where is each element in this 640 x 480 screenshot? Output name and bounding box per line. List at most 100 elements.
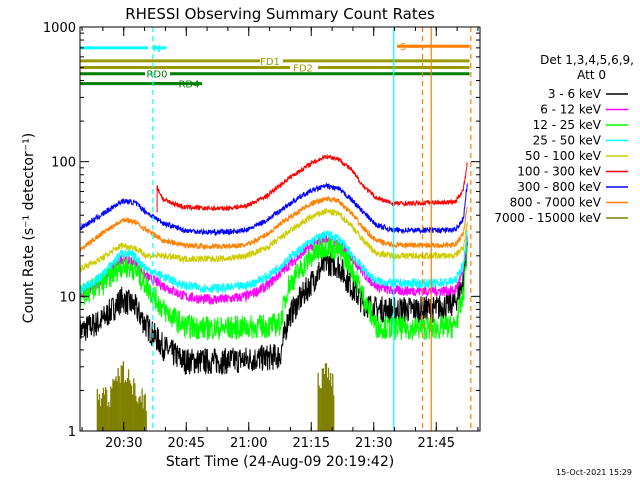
legend-label: 25 - 50 keV: [533, 134, 602, 148]
bar-7000-15000-kev: [144, 393, 146, 431]
annotation-label: FD2: [293, 64, 313, 75]
bar-7000-15000-kev: [138, 397, 140, 431]
bar-7000-15000-kev: [115, 376, 117, 431]
bar-7000-15000-kev: [129, 380, 131, 431]
legend-label: 6 - 12 keV: [540, 103, 602, 117]
series-100-300-kev-line: [156, 154, 468, 213]
bar-7000-15000-kev: [135, 396, 137, 431]
bar-7000-15000-kev: [145, 411, 147, 431]
annotation-label: N: [153, 44, 160, 55]
annotation-label: S: [400, 42, 406, 53]
bar-7000-15000-kev: [108, 402, 110, 431]
bar-7000-15000-kev: [122, 361, 124, 431]
bar-7000-15000-kev: [143, 395, 145, 431]
bar-7000-15000-kev: [105, 387, 107, 431]
bar-7000-15000-kev: [127, 369, 130, 431]
legend-item-12-25-kev: 12 - 25 keV: [533, 118, 628, 132]
x-tick-label: 21:15: [293, 436, 330, 451]
bar-7000-15000-kev: [123, 382, 126, 431]
legend-item-25-50-kev: 25 - 50 keV: [533, 134, 628, 148]
series-25-50-kev-line: [79, 229, 468, 296]
x-tick-label: 20:30: [105, 436, 142, 451]
bar-7000-15000-kev: [329, 380, 331, 431]
bar-7000-15000-kev: [326, 377, 329, 431]
y-axis-label: Count Rate (s⁻¹ detector⁻¹): [21, 133, 37, 323]
bar-7000-15000-kev: [133, 378, 135, 431]
bar-7000-15000-kev: [330, 372, 332, 431]
legend-label: 100 - 300 keV: [517, 165, 601, 179]
axes: 1 10 100 1000 20:30 20:45 21:00 21:15 21:30 21:45: [43, 21, 481, 451]
bar-7000-15000-kev: [318, 385, 320, 431]
bar-7000-15000-kev: [139, 395, 141, 431]
bar-7000-15000-kev: [118, 376, 120, 431]
x-axis-label: Start Time (24-Aug-09 20:19:42): [166, 454, 394, 470]
bar-7000-15000-kev: [97, 399, 99, 431]
bar-7000-15000-kev: [113, 381, 115, 431]
bar-7000-15000-kev: [124, 380, 127, 431]
legend-header-line-2: Att 0: [577, 68, 606, 82]
bar-7000-15000-kev: [322, 368, 324, 431]
bar-7000-15000-kev: [130, 383, 132, 431]
bar-7000-15000-kev: [107, 406, 109, 431]
bar-7000-15000-kev: [332, 373, 334, 431]
legend-item-800-7000-kev: 800 - 7000 keV: [510, 196, 628, 210]
bar-7000-15000-kev: [333, 395, 335, 431]
annotation-label: RD0: [146, 70, 167, 81]
bar-7000-15000-kev: [131, 385, 133, 431]
y-tick-label: 10: [59, 290, 76, 305]
chart-title: RHESSI Observing Summary Count Rates: [125, 5, 435, 23]
legend-item-7000-15000-kev: 7000 - 15000 keV: [494, 211, 628, 225]
bar-7000-15000-kev: [325, 363, 328, 431]
bar-7000-15000-kev: [319, 388, 321, 431]
bar-7000-15000-kev: [321, 368, 323, 431]
annotation-label: FD1: [260, 57, 280, 68]
x-tick-label: 20:45: [168, 436, 205, 451]
series-3-6-kev-line: [79, 236, 468, 375]
bar-7000-15000-kev: [106, 389, 108, 431]
bar-7000-15000-kev: [100, 398, 103, 431]
bar-7000-15000-kev: [137, 403, 139, 431]
bar-7000-15000-kev: [109, 406, 111, 431]
series-800-7000-kev-line: [79, 195, 468, 253]
bar-7000-15000-kev: [136, 401, 138, 431]
legend-item-6-12-kev: 6 - 12 keV: [540, 103, 628, 117]
bar-7000-15000-kev: [134, 383, 136, 431]
x-tick-label: 21:45: [418, 436, 455, 451]
timestamp: 15-Oct-2021 15:29: [556, 468, 632, 477]
legend-item-50-100-kev: 50 - 100 keV: [525, 149, 628, 163]
bar-7000-15000-kev: [331, 386, 333, 431]
bar-7000-15000-kev: [125, 382, 128, 431]
bar-7000-15000-kev: [119, 382, 121, 431]
bar-7000-15000-kev: [142, 408, 144, 431]
bar-7000-15000-kev: [327, 367, 330, 431]
legend-item-100-300-kev: 100 - 300 keV: [517, 165, 628, 179]
bar-7000-15000-kev: [101, 392, 104, 431]
legend-label: 7000 - 15000 keV: [494, 211, 601, 225]
bar-7000-15000-kev: [132, 394, 134, 431]
legend-header-line-1: Det 1,3,4,5,6,9,: [540, 53, 634, 67]
bar-7000-15000-kev: [114, 379, 116, 431]
legend-label: 3 - 6 keV: [548, 87, 602, 101]
x-tick-label: 21:30: [355, 436, 392, 451]
x-tick-label: 21:00: [230, 436, 267, 451]
bar-7000-15000-kev: [96, 388, 98, 431]
annotation-fd1: FD1: [80, 57, 470, 68]
bar-7000-15000-kev: [98, 394, 101, 431]
bar-7000-15000-kev: [317, 372, 319, 431]
bar-7000-15000-kev: [126, 378, 129, 431]
plot-frame: [79, 26, 481, 432]
y-tick-label: 1: [68, 425, 76, 440]
series-12-25-kev-line: [79, 236, 468, 341]
series-7000-15000-kev: [96, 361, 335, 431]
bar-7000-15000-kev: [116, 381, 118, 431]
series-50-100-kev-line: [79, 207, 468, 273]
legend-label: 800 - 7000 keV: [510, 196, 602, 210]
plot-area: N S FD1 FD2 RD0 RD4: [79, 27, 472, 431]
bar-7000-15000-kev: [99, 406, 102, 431]
series-6-12-kev-line: [79, 233, 468, 305]
bar-7000-15000-kev: [121, 365, 123, 431]
series-300-800-kev-line: [79, 182, 468, 237]
bar-7000-15000-kev: [117, 368, 119, 431]
bar-7000-15000-kev: [110, 386, 112, 431]
